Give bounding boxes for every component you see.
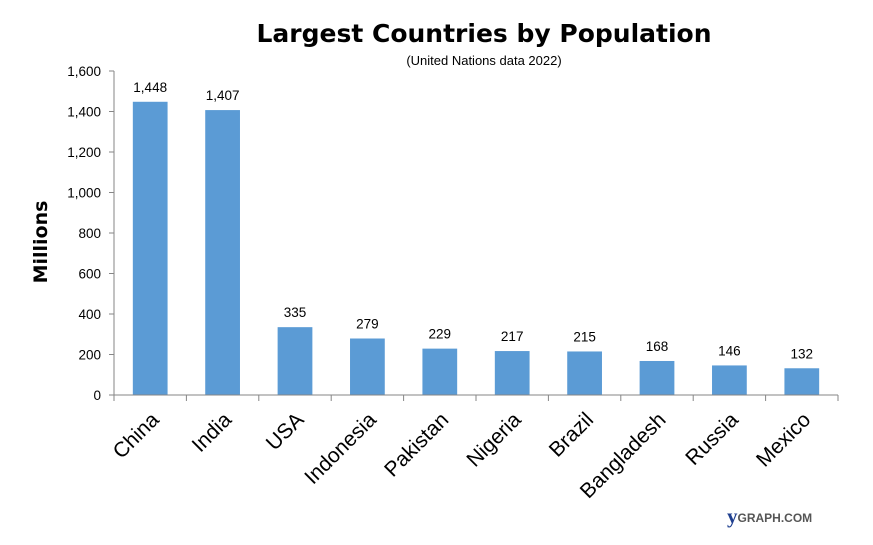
x-tick-label: Pakistan bbox=[380, 408, 453, 481]
y-tick-label: 600 bbox=[78, 267, 101, 282]
bar-usa[interactable] bbox=[277, 327, 313, 395]
y-tick-label: 1,400 bbox=[67, 105, 101, 120]
bar-indonesia[interactable] bbox=[350, 338, 385, 395]
ygraph-watermark[interactable]: yGRAPH.COM bbox=[727, 504, 812, 528]
bar-mexico[interactable] bbox=[784, 368, 820, 395]
x-tick-label: Nigeria bbox=[462, 408, 526, 472]
data-label: 168 bbox=[646, 339, 669, 354]
chart-title: Largest Countries by Population bbox=[256, 19, 711, 48]
x-tick-label: China bbox=[109, 408, 164, 463]
bars-layer bbox=[132, 101, 820, 396]
data-label: 229 bbox=[429, 327, 452, 342]
ticks-layer: 0 200 400 600 800 1,000 1,200 1,400 1,600 China In… bbox=[67, 64, 839, 503]
y-tick-label: 200 bbox=[78, 348, 101, 363]
bar-nigeria[interactable] bbox=[494, 351, 530, 395]
y-axis-label: Millions bbox=[30, 201, 52, 284]
bar-bangladesh[interactable] bbox=[639, 360, 675, 395]
bar-india[interactable] bbox=[205, 110, 240, 396]
x-tick-label: India bbox=[188, 408, 237, 457]
data-labels-layer: 1,448 1,407 335 279 229 217 215 168 146 132 bbox=[133, 80, 813, 361]
data-label: 132 bbox=[791, 346, 814, 361]
y-tick-label: 1,000 bbox=[67, 186, 101, 201]
x-tick-label: Indonesia bbox=[300, 408, 381, 489]
watermark-rest: GRAPH.COM bbox=[738, 511, 813, 525]
bar-russia[interactable] bbox=[712, 365, 747, 395]
data-label: 335 bbox=[284, 305, 307, 320]
y-tick-label: 800 bbox=[78, 226, 101, 241]
y-tick-label: 1,200 bbox=[67, 145, 101, 160]
bar-brazil[interactable] bbox=[567, 351, 602, 395]
data-label: 215 bbox=[573, 329, 596, 344]
x-tick-label: Brazil bbox=[545, 408, 598, 461]
watermark-initial: y bbox=[727, 504, 738, 528]
x-tick-label: Russia bbox=[681, 408, 743, 470]
data-label: 146 bbox=[718, 343, 741, 358]
bar-pakistan[interactable] bbox=[422, 348, 458, 395]
data-label: 1,448 bbox=[133, 80, 167, 95]
x-tick-label: Mexico bbox=[752, 408, 815, 471]
y-tick-label: 0 bbox=[93, 388, 101, 403]
bar-china[interactable] bbox=[132, 101, 168, 395]
data-label: 1,407 bbox=[206, 88, 240, 103]
data-label: 217 bbox=[501, 329, 524, 344]
chart-subtitle: (United Nations data 2022) bbox=[406, 53, 561, 68]
x-tick-label: USA bbox=[262, 408, 309, 455]
y-tick-label: 400 bbox=[78, 307, 101, 322]
y-tick-label: 1,600 bbox=[67, 64, 101, 79]
data-label: 279 bbox=[356, 317, 379, 332]
